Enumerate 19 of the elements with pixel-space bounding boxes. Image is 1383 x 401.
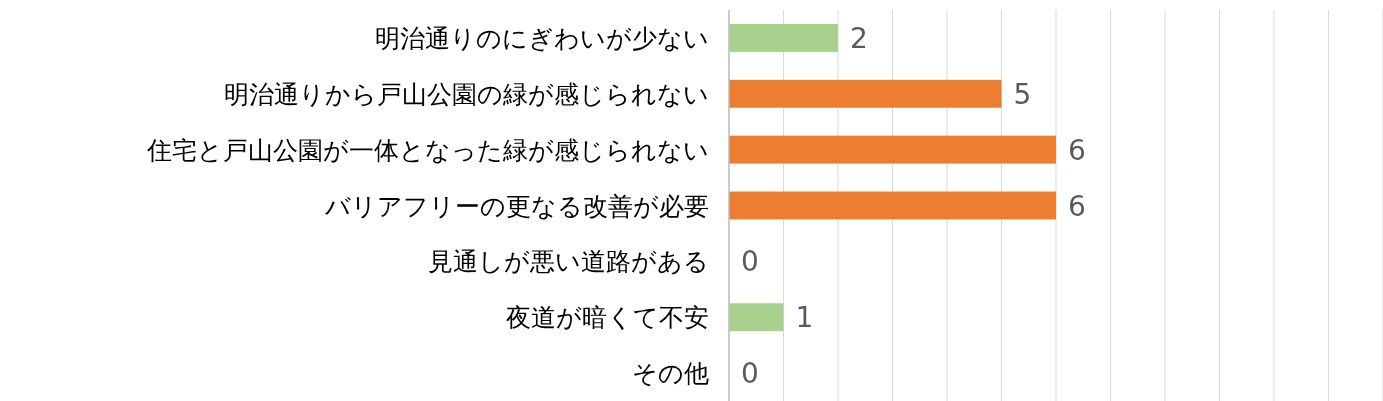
- data-label: 6: [1068, 189, 1086, 223]
- y-tick-label: その他: [632, 359, 709, 389]
- data-label: 0: [741, 357, 759, 391]
- y-tick-label: 見通しが悪い道路がある: [428, 247, 709, 277]
- data-label: 1: [795, 301, 814, 335]
- data-label: 2: [850, 21, 868, 55]
- bar: [729, 191, 1056, 220]
- y-tick-label: 明治通りから戸山公園の緑が感じられない: [224, 79, 709, 109]
- bar: [729, 303, 784, 332]
- bar: [729, 135, 1056, 164]
- y-tick-label: バリアフリーの更なる改善が必要: [324, 191, 709, 221]
- y-tick-label: 明治通りのにぎわいが少ない: [375, 23, 709, 53]
- data-label: 6: [1068, 133, 1086, 167]
- bar: [729, 79, 1002, 108]
- y-tick-label: 住宅と戸山公園が一体となった緑が感じられない: [146, 135, 709, 165]
- y-tick-label: 夜道が暗くて不安: [506, 303, 709, 333]
- data-label: 5: [1013, 77, 1032, 111]
- data-label: 0: [741, 245, 759, 279]
- bar: [729, 23, 838, 52]
